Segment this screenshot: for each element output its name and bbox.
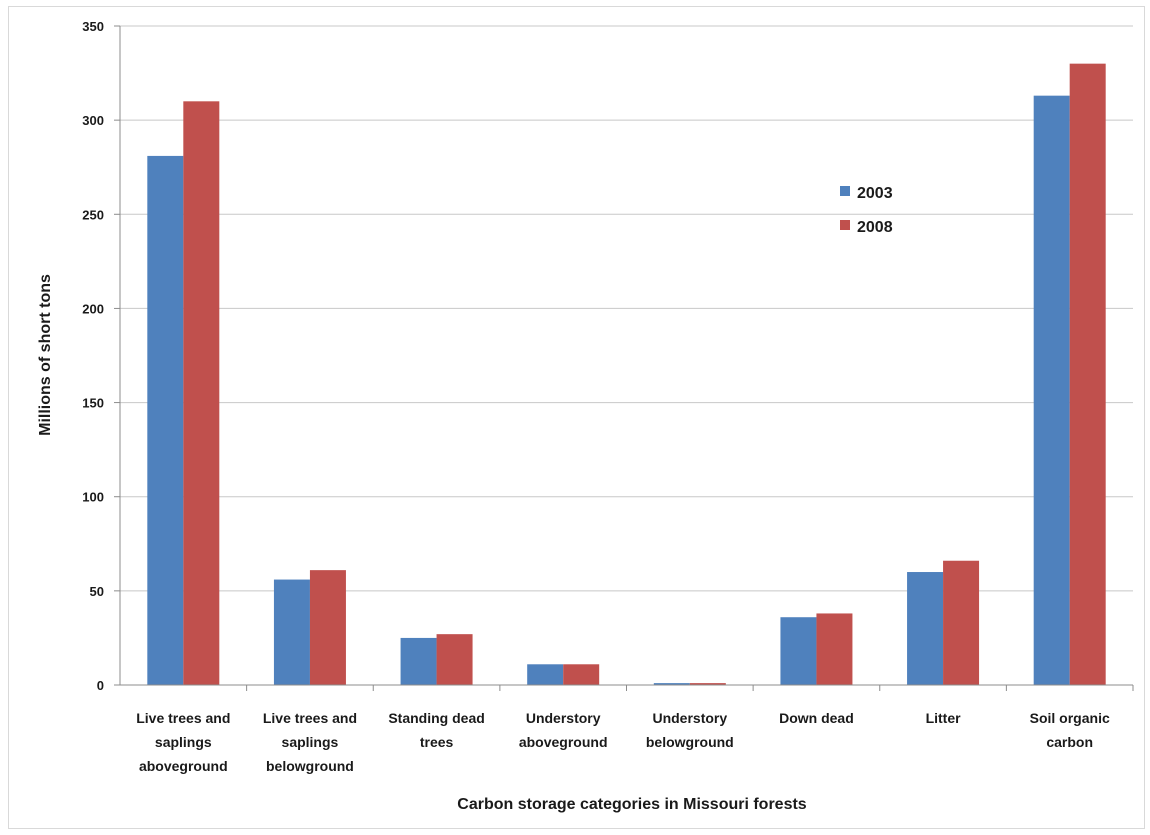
bar-2003-0 bbox=[147, 155, 184, 686]
x-category-label-line: belowground bbox=[646, 734, 734, 750]
x-category-label-line: aboveground bbox=[519, 734, 608, 750]
x-category-label-line: Live trees and bbox=[136, 710, 230, 726]
x-category-label: Standing dead trees bbox=[388, 710, 484, 750]
bar-2008-3 bbox=[563, 664, 600, 685]
legend-label-2003: 2003 bbox=[857, 185, 893, 202]
bar-2003-6 bbox=[907, 572, 944, 685]
bar-2008-6 bbox=[943, 560, 980, 685]
x-category-label: Live trees and saplings aboveground bbox=[136, 710, 230, 774]
y-tick-label: 200 bbox=[82, 301, 104, 316]
x-category-label-line: Standing dead bbox=[388, 710, 484, 726]
x-axis-title: Carbon storage categories in Missouri fo… bbox=[457, 796, 807, 813]
legend-swatch-2008 bbox=[840, 220, 850, 230]
bar-2003-5 bbox=[780, 617, 817, 685]
y-axis-title: Millions of short tons bbox=[37, 274, 54, 436]
gridlines bbox=[120, 25, 1133, 592]
legend-label-2008: 2008 bbox=[857, 219, 893, 236]
bar-2008-0 bbox=[183, 101, 220, 686]
x-category-label-line: Down dead bbox=[779, 710, 854, 726]
y-tick-labels: 0 50 100 150 200 250 300 350 bbox=[82, 19, 104, 693]
x-category-label-line: Soil organic bbox=[1030, 710, 1110, 726]
bar-2003-1 bbox=[273, 579, 310, 685]
axes bbox=[114, 25, 1134, 691]
bar-2008-1 bbox=[309, 570, 346, 685]
bar-2003-4 bbox=[653, 683, 690, 685]
bar-2003-2 bbox=[400, 637, 437, 685]
legend-swatch-2003 bbox=[840, 186, 850, 196]
bar-2003-7 bbox=[1033, 95, 1070, 685]
bar-2008-7 bbox=[1069, 63, 1106, 685]
y-tick-label: 100 bbox=[82, 490, 104, 505]
legend: 2003 2008 bbox=[840, 185, 893, 236]
x-category-label-line: trees bbox=[420, 734, 454, 750]
x-category-label-line: saplings bbox=[155, 734, 212, 750]
x-category-label: Soil organic carbon bbox=[1030, 710, 1110, 750]
x-category-label: Live trees and saplings belowground bbox=[263, 710, 357, 774]
bar-2008-4 bbox=[689, 683, 726, 685]
bar-2008-2 bbox=[436, 634, 473, 685]
y-tick-label: 250 bbox=[82, 207, 104, 222]
x-category-label-line: Litter bbox=[926, 710, 962, 726]
x-category-label: Understory aboveground bbox=[519, 710, 608, 750]
bar-2008-5 bbox=[816, 613, 853, 685]
y-tick-label: 0 bbox=[97, 678, 104, 693]
x-category-label-line: aboveground bbox=[139, 758, 228, 774]
x-category-label: Understory belowground bbox=[646, 710, 734, 750]
bars bbox=[147, 63, 1106, 686]
x-category-label: Down dead bbox=[779, 710, 854, 726]
bar-2003-3 bbox=[527, 664, 564, 685]
x-category-label-line: saplings bbox=[282, 734, 339, 750]
y-tick-label: 300 bbox=[82, 113, 104, 128]
y-tick-label: 50 bbox=[90, 584, 104, 599]
x-category-label-line: Understory bbox=[526, 710, 601, 726]
x-category-label: Litter bbox=[926, 710, 962, 726]
x-category-label-line: Live trees and bbox=[263, 710, 357, 726]
x-category-label-line: carbon bbox=[1046, 734, 1093, 750]
x-category-label-line: Understory bbox=[652, 710, 727, 726]
y-tick-label: 150 bbox=[82, 396, 104, 411]
x-category-label-line: belowground bbox=[266, 758, 354, 774]
y-tick-label: 350 bbox=[82, 19, 104, 34]
